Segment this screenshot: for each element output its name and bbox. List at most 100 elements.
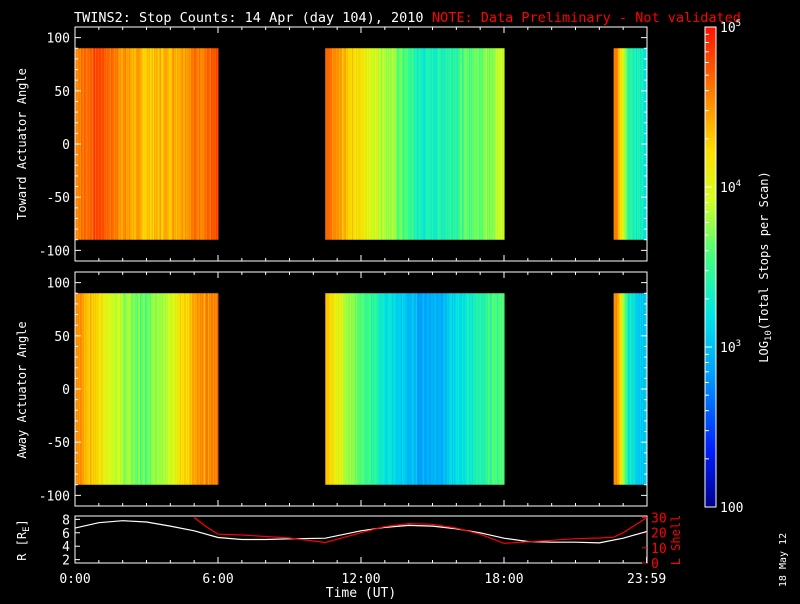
heatmap-column [147, 48, 149, 240]
heatmap-column [164, 48, 166, 240]
heatmap-column [135, 48, 138, 240]
heatmap-column [417, 48, 419, 240]
heatmap-column [141, 48, 143, 240]
heatmap-column [452, 293, 455, 485]
heatmap-column [173, 48, 175, 240]
right-tick-label: 30 [651, 512, 667, 527]
heatmap-column [175, 48, 177, 240]
heatmap-column [203, 293, 205, 485]
heatmap-column [378, 48, 380, 240]
heatmap-column [131, 48, 133, 240]
heatmap-column [481, 293, 483, 485]
heatmap-column [195, 48, 198, 240]
heatmap-column [412, 293, 414, 485]
heatmap-column [197, 48, 199, 240]
heatmap-column [122, 48, 124, 240]
heatmap-column [140, 293, 142, 485]
heatmap-column [105, 293, 107, 485]
heatmap-column [503, 293, 505, 485]
heatmap-column [452, 48, 454, 240]
heatmap-column [413, 293, 415, 485]
orbit-lines [74, 516, 648, 544]
heatmap-column [164, 293, 166, 485]
heatmap-column [100, 293, 102, 485]
heatmap-column [151, 293, 153, 485]
heatmap-column [622, 48, 624, 240]
heatmap-column [189, 48, 191, 240]
heatmap-column [165, 293, 167, 485]
heatmap-column [366, 48, 369, 240]
heatmap-column [343, 293, 345, 485]
heatmap-column [90, 48, 92, 240]
toward-heatmap [75, 48, 648, 240]
heatmap-column [154, 48, 156, 240]
heatmap-column [486, 293, 488, 485]
heatmap-column [329, 48, 331, 240]
heatmap-column [383, 48, 385, 240]
heatmap-column [155, 293, 157, 485]
heatmap-column [410, 48, 412, 240]
heatmap-column [351, 48, 354, 240]
heatmap-column [198, 48, 200, 240]
heatmap-column [429, 293, 431, 485]
heatmap-column [185, 293, 187, 485]
heatmap-column [353, 293, 355, 485]
heatmap-column [503, 48, 505, 240]
heatmap-column [206, 48, 208, 240]
heatmap-column [386, 48, 388, 240]
heatmap-column [155, 48, 158, 240]
heatmap-column [467, 293, 469, 485]
heatmap-column [462, 48, 464, 240]
heatmap-column [385, 293, 387, 485]
heatmap-column [396, 48, 398, 240]
heatmap-column [374, 293, 376, 485]
heatmap-column [443, 48, 445, 240]
heatmap-column [401, 293, 404, 485]
heatmap-column [462, 293, 464, 485]
heatmap-column [639, 293, 641, 485]
heatmap-column [467, 48, 469, 240]
heatmap-column [391, 48, 393, 240]
heatmap-column [461, 48, 463, 240]
heatmap-column [362, 48, 364, 240]
heatmap-column [404, 293, 406, 485]
heatmap-column [100, 293, 102, 485]
heatmap-column [180, 48, 182, 240]
heatmap-column [477, 293, 479, 485]
heatmap-column [468, 293, 470, 485]
heatmap-column [186, 48, 188, 240]
heatmap-column [631, 293, 634, 485]
heatmap-column [97, 48, 99, 240]
heatmap-column [139, 293, 141, 485]
heatmap-column [465, 48, 467, 240]
heatmap-column [331, 48, 334, 240]
heatmap-column [169, 48, 171, 240]
heatmap-column [160, 48, 162, 240]
heatmap-column [460, 293, 462, 485]
heatmap-column [437, 293, 439, 485]
heatmap-column [448, 48, 450, 240]
heatmap-column [192, 293, 194, 485]
heatmap-column [461, 293, 463, 485]
heatmap-column [488, 48, 490, 240]
heatmap-column [110, 48, 112, 240]
heatmap-column [184, 293, 186, 485]
heatmap-column [460, 48, 462, 240]
heatmap-column [418, 48, 420, 240]
heatmap-column [210, 293, 212, 485]
heatmap-column [400, 293, 402, 485]
toward-ylabel: Toward Actuator Angle [15, 68, 29, 220]
heatmap-column [105, 293, 107, 485]
heatmap-column [635, 48, 637, 240]
heatmap-column [194, 48, 196, 240]
heatmap-column [376, 293, 378, 485]
heatmap-column [101, 293, 103, 485]
heatmap-column [613, 293, 615, 485]
heatmap-column [88, 48, 90, 240]
preliminary-note: NOTE: Data Preliminary - Not validated [432, 10, 741, 26]
heatmap-column [333, 293, 335, 485]
heatmap-column [97, 293, 99, 485]
heatmap-column [119, 48, 121, 240]
heatmap-column [208, 48, 210, 240]
